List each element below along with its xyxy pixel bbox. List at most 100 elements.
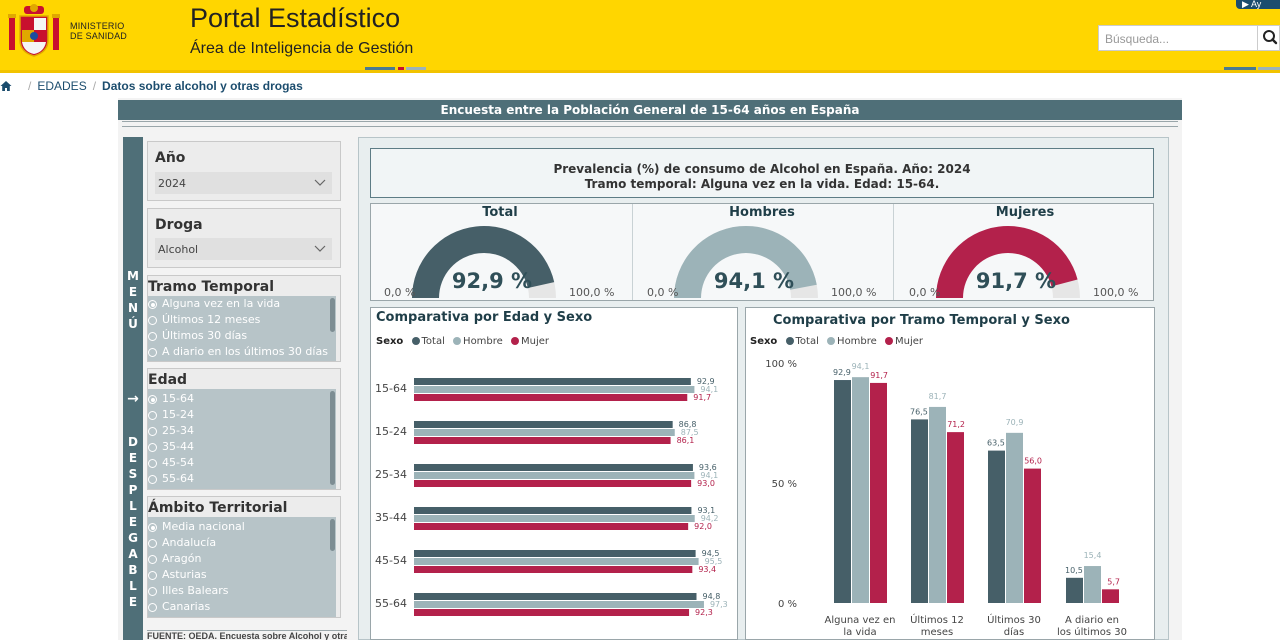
y-tick-label: 100 % [765, 359, 797, 370]
radio-icon [148, 459, 157, 468]
bar[interactable] [414, 480, 692, 487]
bar[interactable] [414, 515, 695, 522]
region-option[interactable]: Media nacional [148, 519, 328, 535]
breadcrumb: / EDADES / Datos sobre alcohol y otras d… [0, 78, 303, 94]
region-scrollbar[interactable] [330, 519, 335, 551]
legend-item-women[interactable]: Mujer [521, 336, 550, 347]
search-button[interactable] [1258, 25, 1280, 51]
year-dropdown[interactable]: 2024 [155, 172, 332, 194]
category-label: 15-24 [375, 425, 407, 438]
year-filter: Año 2024 [147, 141, 341, 201]
bar[interactable] [414, 421, 673, 428]
bar[interactable] [1102, 589, 1119, 603]
bar[interactable] [414, 609, 690, 616]
legend-item-total[interactable]: Total [421, 336, 445, 347]
age-scrollbar[interactable] [330, 391, 335, 485]
bar[interactable] [414, 507, 692, 514]
bar[interactable] [1066, 577, 1083, 603]
collapsible-menu-tab[interactable]: M E N Ú → D E S P L E G A B L E [123, 137, 143, 640]
category-label: 25-34 [375, 468, 407, 481]
bar[interactable] [414, 601, 704, 608]
bar[interactable] [1024, 468, 1041, 603]
bar[interactable] [414, 464, 693, 471]
data-label: 15,4 [1084, 551, 1102, 560]
header-accent-mark [1224, 67, 1256, 70]
data-label: 92,9 [697, 377, 715, 386]
bar[interactable] [414, 523, 689, 530]
age-option[interactable]: 15-64 [148, 391, 328, 407]
menu-letter: E [128, 595, 138, 609]
age-option[interactable]: 35-44 [148, 439, 328, 455]
data-label: 81,7 [929, 392, 947, 401]
legend-item-women[interactable]: Mujer [895, 336, 924, 347]
ministry-name: MINISTERIO DE SANIDAD [70, 21, 127, 41]
search-input[interactable]: Búsqueda... [1098, 25, 1258, 51]
data-label: 94,1 [700, 385, 718, 394]
bar[interactable] [414, 437, 671, 444]
region-option[interactable]: Aragón [148, 551, 328, 567]
bar[interactable] [988, 450, 1005, 603]
category-label: días [1004, 626, 1024, 638]
menu-letter: L [129, 579, 137, 593]
data-label: 87,5 [681, 428, 699, 437]
bar[interactable] [414, 472, 695, 479]
help-label: Ay [1250, 0, 1262, 9]
legend-dot [785, 337, 794, 345]
period-filter: Tramo Temporal Alguna vez en la vida Últ… [147, 275, 341, 362]
region-option[interactable]: Asturias [148, 567, 328, 583]
period-sex-legend: Sexo Total Hombre Mujer [750, 336, 923, 347]
breadcrumb-edades[interactable]: EDADES [37, 79, 87, 93]
period-option[interactable]: Últimos 12 meses [148, 312, 328, 328]
bar[interactable] [929, 406, 946, 603]
region-option[interactable]: Illes Balears [148, 583, 328, 599]
bar[interactable] [414, 593, 697, 600]
ministry-line1: MINISTERIO [70, 21, 125, 31]
legend-item-men[interactable]: Hombre [837, 336, 877, 347]
age-filter: Edad 15-64 15-24 25-34 35-44 45-54 55-64 [147, 368, 341, 490]
bar[interactable] [414, 566, 693, 573]
bar[interactable] [834, 380, 851, 603]
home-icon[interactable] [0, 80, 12, 92]
category-label: A diario en [1065, 615, 1119, 626]
bar[interactable] [911, 419, 928, 603]
bar[interactable] [870, 382, 887, 603]
age-option[interactable]: 45-54 [148, 455, 328, 471]
data-label: 97,3 [710, 600, 728, 609]
bar[interactable] [414, 558, 699, 565]
bar[interactable] [1084, 566, 1101, 603]
region-option[interactable]: Canarias [148, 599, 328, 615]
period-option[interactable]: Alguna vez en la vida [148, 296, 328, 312]
region-option[interactable]: Andalucía [148, 535, 328, 551]
bar[interactable] [414, 429, 675, 436]
period-option[interactable]: A diario en los últimos 30 días [148, 344, 328, 360]
bar[interactable] [852, 377, 869, 603]
age-option[interactable]: 15-24 [148, 407, 328, 423]
period-option[interactable]: Últimos 30 días [148, 328, 328, 344]
legend-dot [411, 337, 420, 345]
legend-item-total[interactable]: Total [795, 336, 819, 347]
bar[interactable] [947, 432, 964, 603]
data-label: 94,1 [852, 362, 870, 371]
help-button[interactable]: ▶ Ay [1236, 0, 1280, 9]
data-label: 5,7 [1107, 577, 1120, 586]
drug-dropdown[interactable]: Alcohol [155, 238, 332, 260]
bar[interactable] [414, 386, 695, 393]
drug-filter-title: Droga [155, 217, 203, 233]
data-label: 56,0 [1024, 457, 1042, 466]
bar[interactable] [414, 550, 696, 557]
bar[interactable] [414, 378, 691, 385]
bar[interactable] [414, 394, 688, 401]
gauge-men-value: 94,1 % [713, 269, 795, 293]
portal-title[interactable]: Portal Estadístico [190, 3, 401, 33]
period-scrollbar[interactable] [330, 298, 335, 332]
legend-label: Sexo [376, 336, 404, 347]
year-filter-title: Año [155, 150, 186, 166]
chevron-down-icon [314, 179, 326, 186]
legend-item-men[interactable]: Hombre [463, 336, 503, 347]
bar[interactable] [1006, 432, 1023, 603]
radio-icon [148, 300, 157, 309]
category-label: meses [921, 627, 953, 638]
breadcrumb-separator: / [92, 79, 97, 93]
age-option[interactable]: 55-64 [148, 471, 328, 487]
age-option[interactable]: 25-34 [148, 423, 328, 439]
